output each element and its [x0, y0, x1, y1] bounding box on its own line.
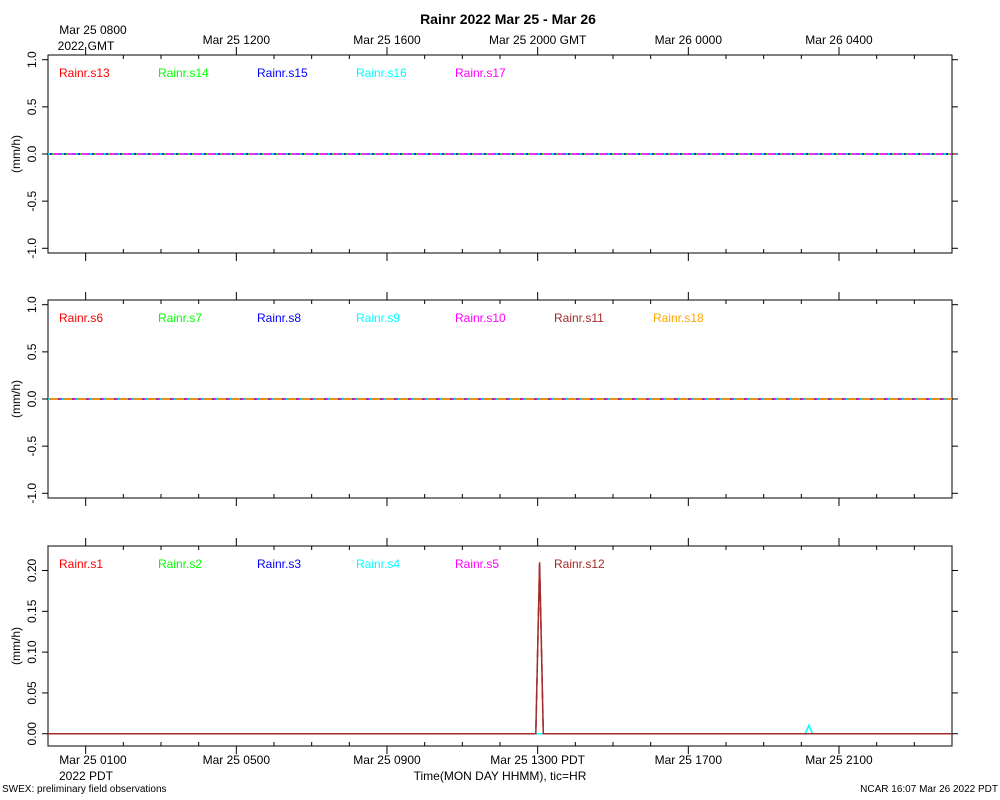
legend-entry-Rainr.s1: Rainr.s1: [59, 557, 103, 571]
bottom-axis-label: Mar 25 1300 PDT: [490, 753, 585, 767]
y-tick-label: 0.0: [25, 145, 39, 162]
footer-left-note: SWEX: preliminary field observations: [2, 784, 167, 795]
legend-entry-Rainr.s7: Rainr.s7: [158, 311, 202, 325]
series-peak-Rainr.s12: [48, 562, 952, 735]
y-tick-label: 0.05: [25, 681, 39, 705]
legend-entry-Rainr.s3: Rainr.s3: [257, 557, 301, 571]
top-axis-first-label-line1: Mar 25 0800: [59, 23, 127, 37]
legend-entry-Rainr.s16: Rainr.s16: [356, 66, 407, 80]
y-tick-label: -1.0: [25, 238, 39, 259]
legend-entry-Rainr.s12: Rainr.s12: [554, 557, 605, 571]
bottom-axis-label: Mar 25 0500: [203, 753, 271, 767]
y-tick-label: -1.0: [25, 483, 39, 504]
legend-entry-Rainr.s18: Rainr.s18: [653, 311, 704, 325]
y-tick-label: 0.10: [25, 640, 39, 664]
legend-entry-Rainr.s2: Rainr.s2: [158, 557, 202, 571]
y-tick-label: 0.00: [25, 722, 39, 746]
legend-entry-Rainr.s10: Rainr.s10: [455, 311, 506, 325]
y-tick-label: -0.5: [25, 435, 39, 456]
x-axis-label: Time(MON DAY HHMM), tic=HR: [414, 769, 587, 783]
legend-entry-Rainr.s4: Rainr.s4: [356, 557, 400, 571]
series-line-Rainr.s12: [48, 562, 952, 735]
bottom-time-axis: Mar 25 0100 2022 PDT Mar 25 0500 Mar 25 0…: [59, 753, 873, 783]
legend-entry-Rainr.s13: Rainr.s13: [59, 66, 110, 80]
legend-entry-Rainr.s15: Rainr.s15: [257, 66, 308, 80]
plot-frame: [47, 545, 953, 747]
y-tick-label: 0.20: [25, 558, 39, 582]
top-axis-label: Mar 25 2000 GMT: [489, 33, 587, 47]
series-peak-Rainr.s4: [48, 723, 952, 735]
y-tick-label: 0.15: [25, 599, 39, 623]
top-axis-label: Mar 25 1200: [203, 33, 271, 47]
bottom-axis-label: Mar 25 2100: [805, 753, 873, 767]
y-tick-label: -0.5: [25, 190, 39, 211]
y-axis-label: (mm/h): [9, 135, 23, 173]
bottom-axis-label: Mar 25 1700: [655, 753, 723, 767]
top-axis-label: Mar 25 1600: [353, 33, 421, 47]
legend-entry-Rainr.s11: Rainr.s11: [554, 311, 604, 325]
bottom-axis-first-label-line2: 2022 PDT: [59, 769, 114, 783]
legend-entry-Rainr.s6: Rainr.s6: [59, 311, 103, 325]
legend-entry-Rainr.s17: Rainr.s17: [455, 66, 506, 80]
panel-3: 0.00 0.05 0.10 0.15 0.20 (mm/h) Rainr.s1 Rainr.…: [9, 538, 958, 754]
legend-entry-Rainr.s8: Rainr.s8: [257, 311, 301, 325]
top-axis-label: Mar 26 0400: [805, 33, 873, 47]
panel-2: -1.0 -0.5 0.0 0.5 1.0 (mm/h) Rainr.s6 Rainr.s7 R…: [9, 292, 958, 506]
y-tick-label: 1.0: [25, 296, 39, 313]
y-tick-label: 0.0: [25, 390, 39, 407]
footer-right-note: NCAR 16:07 Mar 26 2022 PDT: [860, 784, 998, 795]
y-tick-label: 1.0: [25, 51, 39, 68]
y-tick-label: 0.5: [25, 98, 39, 115]
y-axis-label: (mm/h): [9, 627, 23, 665]
bottom-axis-label: Mar 25 0900: [353, 753, 421, 767]
legend-entry-Rainr.s5: Rainr.s5: [455, 557, 499, 571]
y-axis-label: (mm/h): [9, 380, 23, 418]
legend-entry-Rainr.s14: Rainr.s14: [158, 66, 209, 80]
bottom-axis-first-label-line1: Mar 25 0100: [59, 753, 127, 767]
y-tick-label: 0.5: [25, 343, 39, 360]
top-time-axis: Mar 25 0800 2022 GMT Mar 25 1200 Mar 25 1…: [58, 23, 873, 53]
top-axis-first-label-line2: 2022 GMT: [58, 39, 115, 53]
legend-entry-Rainr.s9: Rainr.s9: [356, 311, 400, 325]
top-axis-label: Mar 26 0000: [655, 33, 723, 47]
chart-title: Rainr 2022 Mar 25 - Mar 26: [420, 11, 596, 27]
series-line-Rainr.s4: [48, 723, 952, 735]
panel-1: -1.0 -0.5 0.0 0.5 1.0 (mm/h) Rainr.s13 Rainr.s1…: [9, 47, 958, 261]
